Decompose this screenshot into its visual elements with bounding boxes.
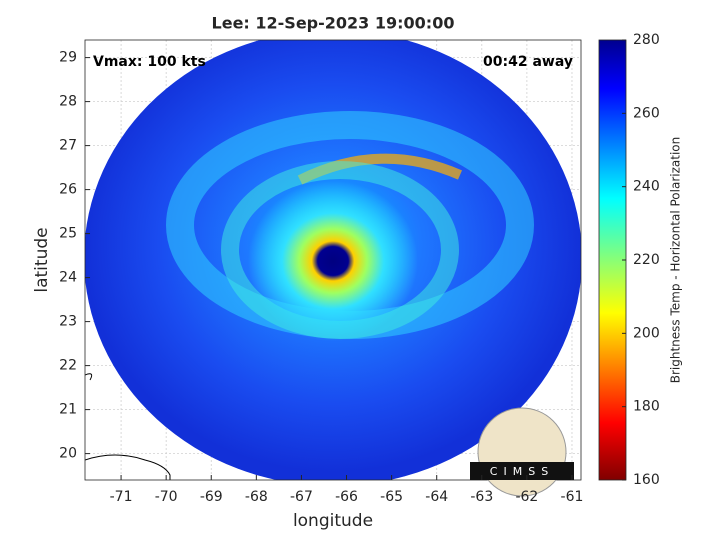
coastline [85, 373, 171, 480]
colorbar-label: Brightness Temp - Horizontal Polarizatio… [669, 137, 683, 384]
x-tick-label: -69 [200, 489, 223, 505]
colorbar-tick-label: 200 [633, 325, 660, 341]
swath-image [85, 40, 581, 480]
x-tick-label: -66 [335, 489, 358, 505]
x-tick-label: -62 [515, 489, 538, 505]
y-tick-label: 23 [59, 314, 77, 330]
y-tick-label: 22 [59, 358, 77, 374]
colorbar [598, 39, 627, 481]
x-tick-label: -63 [470, 489, 493, 505]
y-tick-label: 21 [59, 402, 77, 418]
x-tick-label: -67 [290, 489, 313, 505]
y-tick-label: 27 [59, 138, 77, 154]
x-tick-label: -71 [110, 489, 133, 505]
title: Lee: 12-Sep-2023 19:00:00 [212, 14, 455, 33]
x-axis-label: longitude [293, 511, 373, 531]
y-tick-label: 24 [59, 270, 77, 286]
annotation: 00:42 away [483, 54, 573, 70]
x-tick-label: -65 [380, 489, 403, 505]
plot-frame [84, 39, 582, 481]
logo-circle [477, 407, 567, 497]
x-tick-label: -64 [425, 489, 448, 505]
x-tick-label: -61 [561, 489, 584, 505]
y-tick-label: 25 [59, 226, 77, 242]
y-tick-label: 26 [59, 182, 77, 198]
y-axis-label: latitude [32, 227, 52, 292]
y-tick-label: 20 [59, 446, 77, 462]
colorbar-tick-label: 240 [633, 179, 660, 195]
colorbar-tick-label: 180 [633, 399, 660, 415]
y-tick-label: 28 [59, 94, 77, 110]
annotation: Vmax: 100 kts [93, 54, 206, 70]
y-tick-label: 29 [59, 50, 77, 66]
logo-text: CIMSS [490, 465, 554, 478]
colorbar-tick-label: 160 [633, 472, 660, 488]
logo: CIMSS [470, 407, 574, 497]
x-tick-label: -70 [155, 489, 178, 505]
logo-band [470, 462, 574, 480]
colorbar-tick-label: 220 [633, 252, 660, 268]
colorbar-tick-label: 280 [633, 32, 660, 48]
eyewall [248, 181, 418, 341]
x-tick-label: -68 [245, 489, 268, 505]
colorbar-tick-label: 260 [633, 105, 660, 121]
